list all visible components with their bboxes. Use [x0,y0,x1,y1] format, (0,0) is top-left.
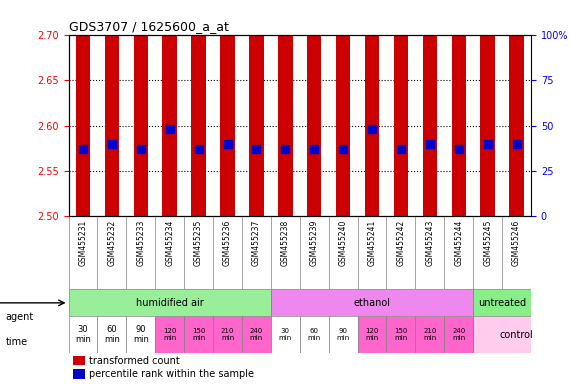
FancyBboxPatch shape [126,316,155,353]
FancyBboxPatch shape [415,316,444,353]
Text: GDS3707 / 1625600_a_at: GDS3707 / 1625600_a_at [69,20,228,33]
Bar [278,0,292,217]
Text: 60
min: 60 min [308,328,321,341]
Text: 210
min: 210 min [221,328,234,341]
Text: GSM455246: GSM455246 [512,220,521,266]
Text: GSM455243: GSM455243 [425,220,435,266]
Text: GSM455231: GSM455231 [78,220,87,266]
Point [425,141,435,147]
Bar [76,0,90,217]
Text: 150
min: 150 min [394,328,408,341]
Text: ethanol: ethanol [353,298,391,308]
Point [339,146,348,152]
Text: 90
min: 90 min [133,325,148,344]
Point [252,146,261,152]
Text: GSM455236: GSM455236 [223,220,232,266]
Text: untreated: untreated [478,298,526,308]
Text: GSM455238: GSM455238 [281,220,290,266]
Bar [509,0,524,217]
Point [309,146,319,152]
FancyBboxPatch shape [473,289,531,316]
FancyBboxPatch shape [271,289,473,316]
FancyBboxPatch shape [242,316,271,353]
Point [136,146,146,152]
FancyBboxPatch shape [213,316,242,353]
Text: 120
min: 120 min [365,328,379,341]
Text: agent: agent [6,312,34,322]
Bar [73,356,85,365]
FancyBboxPatch shape [69,316,98,353]
Text: percentile rank within the sample: percentile rank within the sample [89,369,254,379]
Text: GSM455234: GSM455234 [165,220,174,266]
Point [194,146,203,152]
Point [281,146,290,152]
Text: 30
min: 30 min [75,325,91,344]
Text: GSM455240: GSM455240 [339,220,348,266]
Point [78,146,87,152]
Text: 240
min: 240 min [250,328,263,341]
Text: 150
min: 150 min [192,328,206,341]
Bar [452,0,466,217]
Bar [423,0,437,217]
Bar [191,0,206,217]
Bar [307,0,321,217]
Point [107,141,116,147]
FancyBboxPatch shape [155,316,184,353]
Text: time: time [6,337,28,347]
Text: 90
min: 90 min [336,328,350,341]
Text: control: control [500,330,533,340]
Text: 120
min: 120 min [163,328,176,341]
Text: GSM455235: GSM455235 [194,220,203,266]
Bar [134,0,148,217]
FancyBboxPatch shape [69,289,271,316]
Text: GSM455232: GSM455232 [107,220,116,266]
FancyBboxPatch shape [329,316,357,353]
Point [165,126,174,132]
Point [368,126,377,132]
Text: GSM455241: GSM455241 [368,220,376,266]
Point [396,146,405,152]
Point [223,141,232,147]
FancyBboxPatch shape [473,316,531,353]
Text: 240
min: 240 min [452,328,465,341]
Bar [394,0,408,217]
Point [512,141,521,147]
Point [454,146,463,152]
FancyBboxPatch shape [184,316,213,353]
Text: 30
min: 30 min [279,328,292,341]
Text: GSM455245: GSM455245 [483,220,492,266]
Text: GSM455233: GSM455233 [136,220,145,266]
Bar [73,369,85,379]
FancyBboxPatch shape [300,316,329,353]
Text: GSM455242: GSM455242 [396,220,405,266]
FancyBboxPatch shape [98,316,126,353]
FancyBboxPatch shape [271,316,300,353]
Bar [220,0,235,217]
Text: GSM455237: GSM455237 [252,220,261,266]
Text: transformed count: transformed count [89,356,180,366]
Text: 60
min: 60 min [104,325,120,344]
Text: GSM455244: GSM455244 [455,220,463,266]
Text: 210
min: 210 min [423,328,437,341]
Text: GSM455239: GSM455239 [309,220,319,266]
Bar [336,0,351,217]
Bar [249,0,264,217]
Bar [163,0,177,217]
FancyBboxPatch shape [387,316,415,353]
Bar [480,0,495,217]
Bar [365,0,379,217]
FancyBboxPatch shape [357,316,387,353]
Text: humidified air: humidified air [136,298,204,308]
Bar [104,0,119,217]
Point [483,141,492,147]
FancyBboxPatch shape [444,316,473,353]
